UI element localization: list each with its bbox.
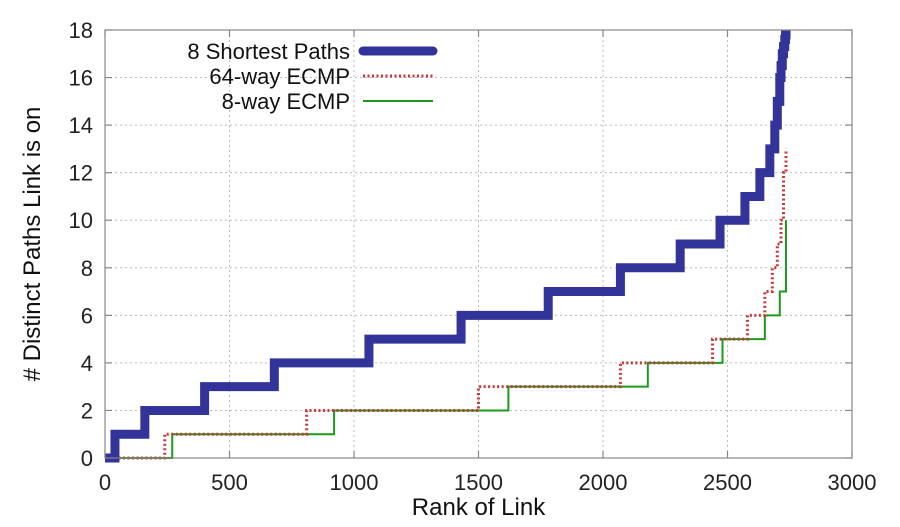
x-tick-label: 3000 bbox=[828, 470, 877, 495]
x-tick-label: 0 bbox=[99, 470, 111, 495]
x-tick-label: 500 bbox=[211, 470, 248, 495]
y-axis-label: # Distinct Paths Link is on bbox=[19, 107, 46, 382]
y-tick-label: 16 bbox=[69, 66, 93, 91]
y-tick-label: 6 bbox=[81, 303, 93, 328]
series-line-0 bbox=[105, 30, 791, 463]
x-tick-label: 1500 bbox=[454, 470, 503, 495]
x-tick-label: 2500 bbox=[703, 470, 752, 495]
x-tick-label: 1000 bbox=[330, 470, 379, 495]
y-tick-label: 14 bbox=[69, 113, 93, 138]
series-group bbox=[105, 30, 791, 463]
legend-label: 64-way ECMP bbox=[209, 64, 350, 89]
legend-label: 8-way ECMP bbox=[222, 89, 350, 114]
plot-frame bbox=[104, 29, 853, 459]
y-tick-label: 2 bbox=[81, 398, 93, 423]
y-tick-label: 10 bbox=[69, 208, 93, 233]
series-line-1 bbox=[105, 148, 788, 460]
y-tick-label: 8 bbox=[81, 256, 93, 281]
y-tick-label: 18 bbox=[69, 18, 93, 43]
ticks: 0 2 4 6 8 10 12 14 16 18 0 500 1000 1500 2000 2500 3000 bbox=[69, 18, 877, 495]
y-tick-label: 4 bbox=[81, 351, 93, 376]
y-tick-label: 0 bbox=[81, 446, 93, 471]
legend-label: 8 Shortest Paths bbox=[187, 39, 350, 64]
y-tick-label: 12 bbox=[69, 161, 93, 186]
x-tick-label: 2000 bbox=[579, 470, 628, 495]
x-axis-label: Rank of Link bbox=[412, 494, 546, 521]
